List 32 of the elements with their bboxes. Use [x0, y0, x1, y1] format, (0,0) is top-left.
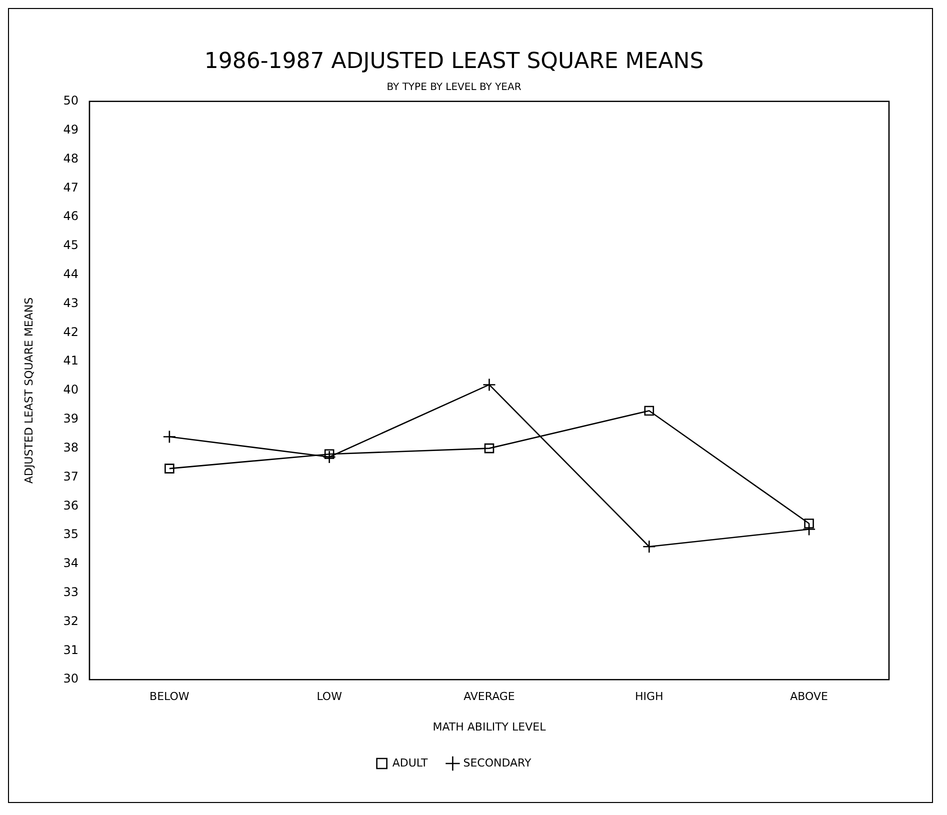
- y-tick-label: 38: [63, 440, 78, 454]
- y-tick-label: 32: [63, 614, 78, 628]
- chart-subtitle: BY TYPE BY LEVEL BY YEAR: [386, 82, 522, 93]
- y-tick-label: 41: [63, 354, 78, 368]
- y-tick-label: 50: [63, 94, 78, 108]
- y-tick-label: 48: [63, 151, 78, 166]
- y-tick-label: 31: [63, 642, 78, 657]
- y-tick-label: 37: [63, 469, 78, 484]
- y-tick-label: 40: [63, 382, 78, 397]
- legend-label: SECONDARY: [463, 756, 532, 770]
- x-tick-label: ABOVE: [790, 690, 828, 704]
- y-tick-label: 42: [63, 324, 78, 339]
- legend-label: ADULT: [392, 756, 428, 770]
- y-axis-title: ADJUSTED LEAST SQUARE MEANS: [22, 297, 36, 484]
- y-tick-label: 46: [63, 209, 78, 224]
- x-tick-label: AVERAGE: [464, 690, 515, 704]
- x-tick-label: HIGH: [634, 690, 664, 704]
- y-tick-label: 34: [63, 556, 78, 570]
- chart-title: 1986-1987 ADJUSTED LEAST SQUARE MEANS: [204, 48, 704, 74]
- x-axis-title: MATH ABILITY LEVEL: [432, 720, 547, 734]
- y-tick-label: 44: [63, 266, 78, 281]
- y-tick-label: 43: [63, 296, 78, 310]
- y-tick-label: 36: [63, 498, 78, 512]
- y-tick-label: 33: [63, 584, 78, 599]
- y-tick-label: 30: [63, 672, 78, 686]
- x-tick-label: BELOW: [150, 690, 190, 704]
- x-tick-label: LOW: [316, 690, 342, 704]
- y-tick-label: 39: [63, 412, 78, 426]
- y-tick-label: 45: [63, 238, 78, 252]
- y-tick-label: 49: [63, 122, 78, 136]
- y-tick-label: 47: [63, 180, 78, 194]
- y-tick-label: 35: [63, 527, 78, 542]
